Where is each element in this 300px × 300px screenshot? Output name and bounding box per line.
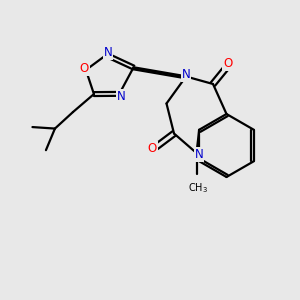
Text: O: O bbox=[80, 62, 89, 75]
Text: O: O bbox=[148, 142, 157, 155]
Text: N: N bbox=[116, 90, 125, 103]
Text: N: N bbox=[194, 148, 203, 161]
Text: CH$_3$: CH$_3$ bbox=[188, 182, 208, 195]
Text: N: N bbox=[182, 68, 190, 81]
Text: N: N bbox=[103, 46, 112, 59]
Text: O: O bbox=[224, 57, 232, 70]
